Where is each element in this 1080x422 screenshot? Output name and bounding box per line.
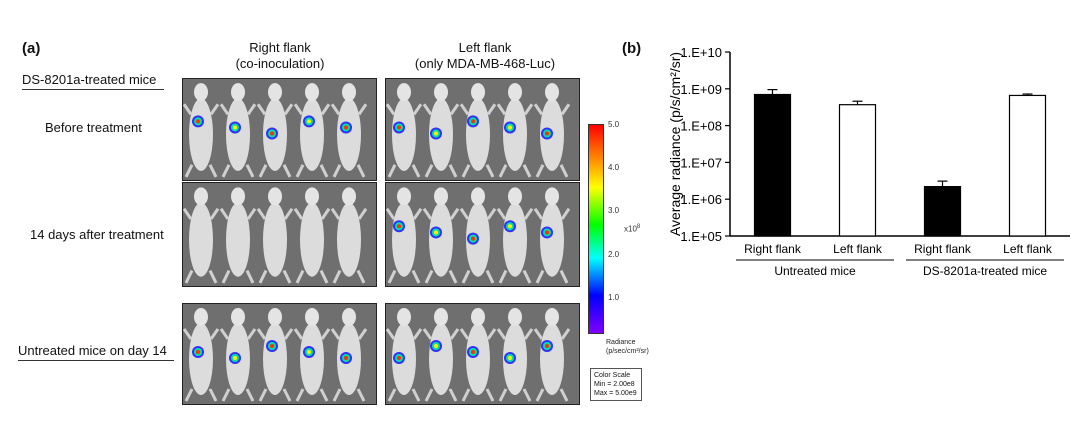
mouse-figure (496, 187, 534, 284)
row-label-before: Before treatment (45, 120, 142, 135)
column-header-right-line1: Right flank (249, 40, 311, 55)
mouse-figure (183, 83, 220, 178)
colorbar-tick-4: 4.0 (608, 163, 620, 172)
mouse-figure (533, 187, 571, 284)
mouse-figure (533, 308, 571, 402)
mouse-figure (496, 308, 534, 402)
colorbar-exponent-power: 8 (636, 224, 641, 230)
y-tick-label: 1.E+08 (680, 119, 722, 134)
y-axis-label: Average radiance (p/s/cm²/sr) (667, 52, 683, 236)
row-label-14days: 14 days after treatment (30, 227, 164, 242)
colorbar-tick-3: 3.0 (608, 206, 620, 215)
mouse-figure (183, 187, 220, 284)
column-header-right-line2: (co-inoculation) (235, 56, 325, 71)
mouse-figure (293, 308, 331, 402)
colorbar-title: Radiance (p/sec/cm²/sr) (606, 338, 649, 356)
mouse-figure (256, 83, 294, 178)
column-header-right-flank: Right flank (co-inoculation) (180, 40, 380, 72)
panel-b-label: (b) (622, 40, 642, 57)
mouse-image-right-14days (182, 182, 377, 287)
mouse-figure (293, 83, 331, 178)
y-tick-label: 1.E+09 (680, 82, 722, 97)
mouse-figure (256, 308, 294, 402)
mouse-figure (422, 308, 460, 402)
mouse-figure (219, 187, 257, 284)
category-label: Left flank (1003, 242, 1053, 256)
y-tick-label: 1.E+07 (680, 155, 722, 170)
bar-1 (838, 104, 877, 237)
group-label: DS-8201a-treated mice (22, 72, 164, 90)
mouse-figure (422, 83, 460, 178)
color-scale-box: Color Scale Min = 2.00e8 Max = 5.00e9 (590, 368, 642, 401)
mouse-image-left-14days (385, 182, 580, 287)
category-label: Right flank (914, 242, 972, 256)
colorbar-tick-5: 5.0 (608, 120, 620, 129)
group-label: Untreated mice (774, 264, 856, 278)
colorbar-tick-2: 2.0 (608, 250, 620, 259)
mouse-figure (386, 308, 423, 402)
column-header-left-flank: Left flank (only MDA-MB-468-Luc) (385, 40, 585, 72)
bar-2 (923, 185, 962, 237)
mouse-figure (459, 308, 497, 402)
mouse-figure (256, 187, 294, 284)
mouse-figure (459, 187, 497, 284)
bar-3 (1008, 94, 1047, 237)
colorbar-tick-1: 1.0 (608, 293, 620, 302)
mouse-figure (219, 308, 257, 402)
panel-a-label: (a) (22, 40, 41, 57)
bar-0 (753, 93, 792, 237)
mouse-image-right-before (182, 78, 377, 181)
mouse-image-right-untreated (182, 303, 377, 405)
mouse-image-left-untreated (385, 303, 580, 405)
mouse-figure (183, 308, 220, 402)
group-label: DS-8201a-treated mice (923, 264, 1047, 278)
colorbar-exponent-base: x10 (624, 224, 637, 234)
colorbar (588, 124, 604, 334)
mouse-figure (330, 83, 368, 178)
colorbar-exponent: x108 (624, 224, 640, 234)
mouse-figure (496, 83, 534, 178)
bar-chart: 1.E+05 1.E+06 1.E+07 1.E+08 1.E+09 1.E+10 Aver… (660, 40, 1080, 340)
y-tick-label: 1.E+05 (680, 229, 722, 244)
mouse-figure (330, 308, 368, 402)
mouse-figure (219, 83, 257, 178)
color-scale-min: Min = 2.00e8 (594, 381, 635, 388)
colorbar-title-line2: (p/sec/cm²/sr) (606, 348, 649, 355)
colorbar-title-line1: Radiance (606, 339, 636, 346)
mouse-figure (386, 83, 423, 178)
category-label: Left flank (833, 242, 883, 256)
mouse-image-left-before (385, 78, 580, 181)
mouse-figure (293, 187, 331, 284)
category-label: Right flank (744, 242, 802, 256)
column-header-left-line1: Left flank (458, 40, 512, 55)
mouse-figure (386, 187, 423, 284)
y-tick-label: 1.E+10 (680, 45, 722, 60)
color-scale-max: Max = 5.00e9 (594, 390, 637, 397)
row-label-untreated: Untreated mice on day 14 (18, 343, 174, 361)
bar-chart-svg: 1.E+05 1.E+06 1.E+07 1.E+08 1.E+09 1.E+10Aver… (667, 45, 1070, 278)
y-tick-label: 1.E+06 (680, 192, 722, 207)
mouse-figure (330, 187, 368, 284)
mouse-figure (533, 83, 571, 178)
column-header-left-line2: (only MDA-MB-468-Luc) (414, 56, 556, 71)
color-scale-title: Color Scale (594, 372, 631, 379)
mouse-figure (459, 83, 497, 178)
mouse-figure (422, 187, 460, 284)
